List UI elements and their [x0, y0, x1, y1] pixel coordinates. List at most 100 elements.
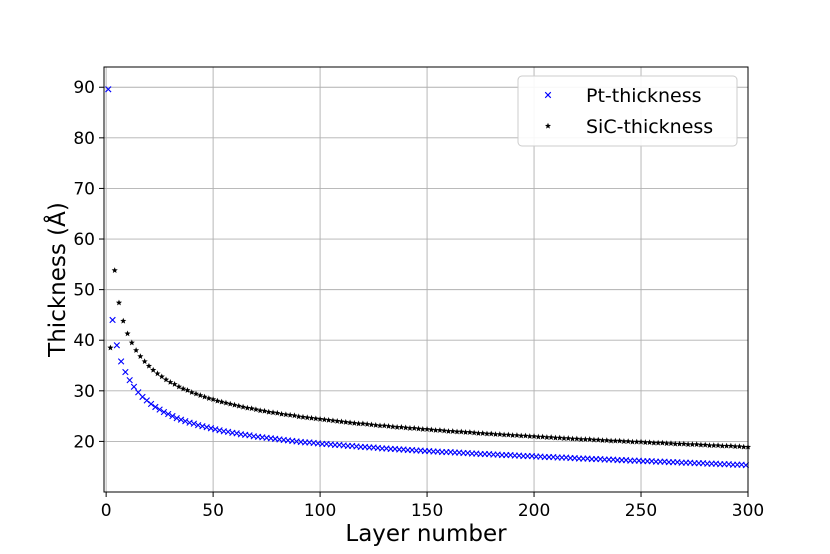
data-point: [347, 419, 354, 426]
data-point: [488, 430, 495, 437]
data-point: [736, 443, 743, 450]
data-point: [188, 389, 195, 395]
data-point: [325, 416, 332, 423]
y-tick-label: 30: [73, 382, 95, 402]
data-point: [364, 421, 371, 427]
data-point: [222, 399, 229, 406]
data-point: [471, 429, 478, 436]
data-point: [531, 433, 538, 439]
data-point: [552, 434, 559, 441]
data-point: [167, 379, 174, 385]
y-tick-label: 70: [73, 179, 95, 199]
data-point: [402, 424, 409, 431]
data-point: [466, 429, 473, 435]
data-point: [693, 441, 700, 448]
data-point: [120, 317, 127, 324]
data-point: [513, 432, 520, 438]
data-point: [676, 440, 683, 447]
data-point: [475, 430, 482, 436]
data-point: [244, 404, 251, 411]
data-point: [565, 435, 572, 441]
data-point: [355, 420, 362, 427]
data-point: [376, 422, 384, 429]
data-point: [177, 416, 185, 423]
data-point: [406, 425, 413, 431]
data-point: [689, 441, 696, 448]
data-point: [543, 434, 550, 440]
data-point: [265, 408, 272, 415]
legend-box: [517, 75, 738, 147]
data-point: [706, 442, 713, 449]
data-point: [548, 434, 555, 440]
data-point: [732, 443, 739, 450]
data-point: [616, 437, 623, 444]
data-point: [158, 373, 165, 380]
data-point: [173, 414, 180, 422]
x-tick-label: 0: [101, 501, 112, 521]
data-point: [655, 439, 662, 446]
data-point: [359, 420, 366, 427]
y-axis-label: Thickness (Å): [43, 202, 71, 358]
series-0: [105, 86, 750, 469]
data-point: [398, 424, 405, 430]
data-point: [117, 358, 125, 365]
data-point: [424, 426, 431, 432]
legend: Pt-thickness SiC-thickness: [517, 75, 738, 147]
data-point: [201, 393, 208, 400]
series-layer: [105, 86, 752, 469]
x-tick-label: 200: [518, 501, 550, 521]
y-tick-label: 20: [73, 432, 95, 452]
data-point: [368, 421, 375, 428]
data-point: [128, 339, 135, 346]
data-point: [394, 424, 401, 430]
x-tick-label: 50: [202, 501, 224, 521]
data-point: [150, 366, 157, 373]
data-point: [385, 423, 392, 429]
data-point: [334, 417, 341, 424]
data-point: [590, 436, 597, 443]
data-point: [680, 440, 687, 447]
y-tick-label: 90: [73, 78, 95, 98]
data-point: [218, 398, 225, 405]
data-point: [685, 441, 692, 448]
data-point: [111, 267, 118, 273]
data-point: [381, 422, 388, 429]
data-point: [107, 344, 114, 351]
data-point: [214, 397, 221, 404]
data-point: [141, 358, 148, 365]
data-point: [620, 438, 627, 444]
data-point: [560, 435, 568, 441]
data-point: [723, 442, 730, 449]
data-point: [411, 425, 418, 431]
data-point: [321, 416, 328, 423]
data-point: [287, 411, 294, 418]
data-point: [152, 403, 159, 411]
data-point: [637, 438, 645, 445]
data-point: [163, 376, 170, 383]
data-point: [625, 438, 632, 444]
data-point: [210, 396, 217, 402]
data-point: [582, 436, 589, 442]
data-point: [269, 409, 277, 416]
data-point: [312, 415, 319, 422]
y-tick-label: 40: [73, 331, 95, 351]
data-point: [171, 381, 178, 387]
data-point: [145, 362, 152, 369]
x-tick-label: 250: [625, 501, 657, 521]
data-point: [317, 415, 324, 422]
data-point: [235, 402, 242, 409]
data-point: [569, 435, 576, 442]
data-point: [261, 407, 268, 414]
data-point: [147, 400, 155, 408]
data-point: [496, 431, 503, 437]
data-point: [291, 412, 298, 419]
data-point: [629, 438, 636, 445]
data-point: [659, 439, 666, 446]
data-point: [479, 430, 486, 436]
data-point: [646, 439, 653, 446]
data-point: [595, 436, 602, 443]
data-point: [642, 439, 649, 446]
data-point: [505, 431, 512, 438]
data-point: [710, 442, 717, 449]
data-point: [231, 401, 238, 408]
